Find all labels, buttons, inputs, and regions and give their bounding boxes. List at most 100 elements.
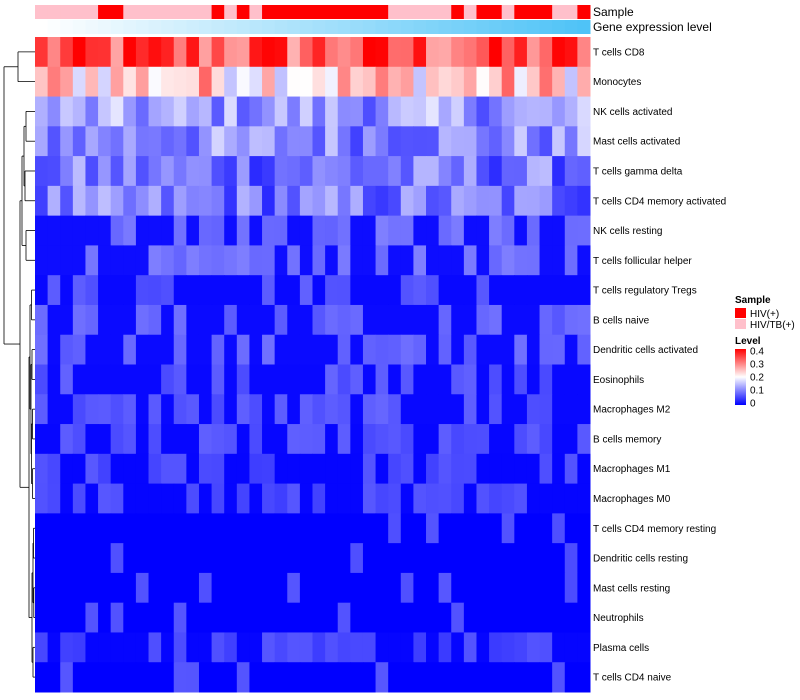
heatmap-cell — [312, 364, 326, 395]
gene-expression-annotation-label: Gene expression level — [593, 20, 712, 34]
heatmap-cell — [186, 543, 200, 574]
gene-annotation-cell — [274, 20, 288, 34]
sample-annotation-cell — [110, 5, 124, 19]
heatmap-cell — [501, 156, 515, 187]
heatmap-cell — [224, 275, 238, 306]
heatmap-cell — [413, 483, 427, 514]
heatmap-cell — [514, 126, 528, 157]
heatmap-cell — [85, 156, 99, 187]
heatmap-cell — [85, 66, 99, 98]
heatmap-cell — [249, 453, 263, 485]
heatmap-cell — [451, 394, 465, 425]
heatmap-cell — [47, 662, 61, 693]
heatmap-cell — [539, 364, 553, 395]
heatmap-cell — [35, 424, 49, 455]
heatmap-cell — [463, 483, 477, 514]
heatmap-cell — [564, 394, 578, 425]
sample-annotation-cell — [274, 5, 288, 19]
heatmap-cell — [375, 156, 389, 187]
heatmap-cell — [526, 572, 541, 604]
heatmap-cell — [198, 662, 213, 693]
row-label: Eosinophils — [593, 375, 644, 386]
heatmap-cell — [72, 96, 86, 127]
heatmap-cell — [274, 602, 288, 633]
heatmap-cell — [35, 96, 49, 127]
heatmap-cell — [526, 275, 541, 306]
heatmap-cell — [552, 602, 566, 633]
heatmap-cell — [312, 572, 326, 604]
heatmap-cell — [211, 513, 225, 544]
heatmap-cell — [135, 334, 150, 365]
heatmap-cell — [135, 37, 150, 68]
heatmap-cell — [526, 185, 541, 217]
heatmap-cell — [85, 185, 99, 217]
row-label: Monocytes — [593, 77, 641, 88]
gene-annotation-cell — [539, 20, 553, 34]
heatmap-cell — [350, 453, 364, 485]
heatmap-cell — [211, 394, 225, 425]
heatmap-cell — [173, 394, 187, 425]
heatmap-cell — [249, 37, 263, 68]
heatmap-cell — [552, 245, 566, 276]
heatmap-cell — [426, 156, 440, 187]
heatmap-cell — [299, 275, 313, 306]
heatmap-cell — [426, 424, 440, 455]
legend-level-ticks: 0.4 0.3 0.2 0.1 0 — [750, 347, 764, 410]
gene-annotation-cell — [514, 20, 528, 34]
heatmap-cell — [375, 66, 389, 98]
gene-annotation-cell — [198, 20, 213, 34]
row-dendrogram — [3, 51, 35, 678]
heatmap-cell — [350, 275, 364, 306]
heatmap-cell — [463, 424, 477, 455]
heatmap-cell — [211, 424, 225, 455]
heatmap-cell — [148, 662, 162, 693]
heatmap-cell — [47, 185, 61, 217]
heatmap-cell — [577, 513, 591, 544]
heatmap-cell — [337, 572, 351, 604]
heatmap-cell — [312, 334, 326, 365]
heatmap-cell — [274, 275, 288, 306]
heatmap-cell — [60, 304, 74, 336]
gene-annotation-cell — [489, 20, 503, 34]
heatmap-cell — [161, 572, 175, 604]
heatmap-cell — [476, 185, 490, 217]
heatmap-cell — [514, 37, 528, 68]
heatmap-cell — [489, 453, 503, 485]
heatmap-cell — [501, 602, 515, 633]
heatmap-cell — [72, 304, 86, 336]
gene-annotation-cell — [375, 20, 389, 34]
heatmap-cell — [577, 632, 591, 663]
heatmap-cell — [85, 394, 99, 425]
heatmap-cell — [526, 632, 541, 663]
heatmap-cell — [186, 215, 200, 246]
heatmap-cell — [123, 543, 137, 574]
legend-swatch-hiv — [735, 308, 746, 318]
heatmap-cell — [388, 543, 402, 574]
heatmap-cell — [312, 632, 326, 663]
heatmap-cell — [400, 96, 414, 127]
heatmap-cell — [451, 275, 465, 306]
heatmap-cell — [388, 275, 402, 306]
heatmap-cell — [287, 66, 301, 98]
heatmap-cell — [413, 66, 427, 98]
heatmap-cell — [501, 185, 515, 217]
heatmap-cell — [198, 334, 213, 365]
heatmap-cell — [85, 543, 99, 574]
heatmap-cell — [299, 185, 313, 217]
row-label: T cells CD4 memory resting — [593, 524, 716, 535]
heatmap-cell — [123, 572, 137, 604]
heatmap-cell — [148, 483, 162, 514]
heatmap-cell — [564, 37, 578, 68]
sample-annotation-cell — [299, 5, 313, 19]
heatmap-cell — [110, 364, 124, 395]
heatmap-cell — [135, 364, 150, 395]
heatmap-cell — [35, 513, 49, 544]
heatmap-cell — [110, 424, 124, 455]
sample-annotation-cell — [577, 5, 591, 19]
sample-annotation-cell — [526, 5, 541, 19]
heatmap-cell — [85, 602, 99, 633]
heatmap-cell — [362, 304, 377, 336]
legend-level-tick: 0.1 — [750, 386, 764, 397]
heatmap-cell — [135, 66, 150, 98]
heatmap-cell — [262, 126, 276, 157]
